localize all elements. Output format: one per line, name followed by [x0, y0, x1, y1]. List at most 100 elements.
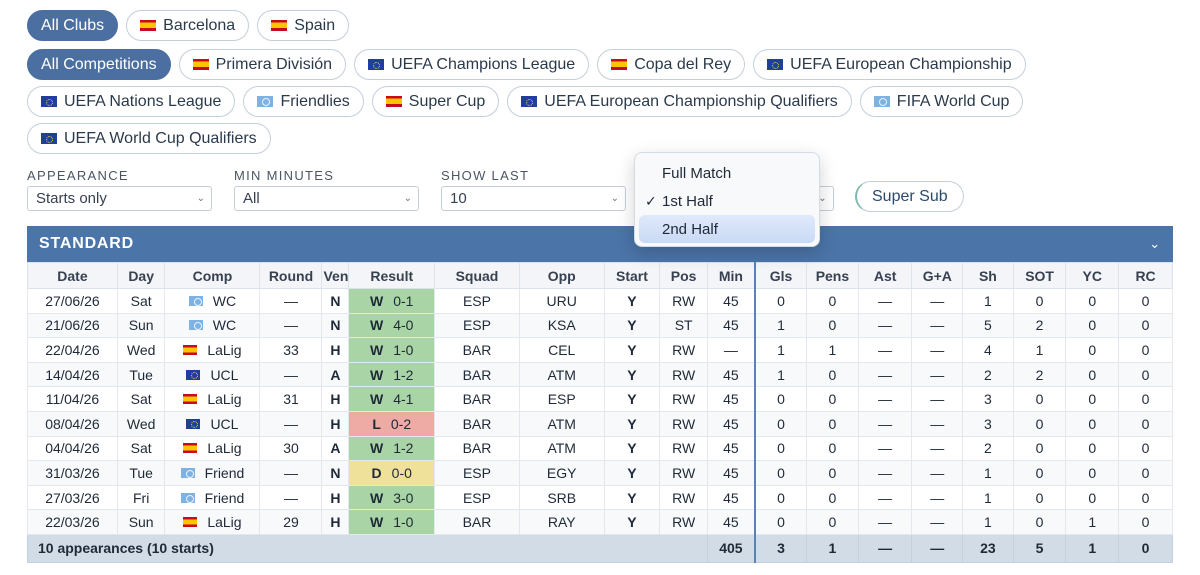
cell-comp[interactable]: Friend — [164, 460, 261, 486]
comp-link[interactable]: WC — [188, 293, 236, 309]
filter-pill-spain[interactable]: Spain — [257, 10, 350, 41]
filter-pill-copa-del-rey[interactable]: Copa del Rey — [597, 49, 746, 80]
result-score: 0-1 — [393, 292, 414, 309]
comp-link[interactable]: Friend — [180, 490, 244, 506]
filter-pill-primera-divisi-n[interactable]: Primera División — [178, 49, 347, 80]
filter-pill-uefa-nations-league[interactable]: UEFA Nations League — [27, 86, 236, 117]
cell-venue: H — [321, 337, 350, 363]
column-header-min[interactable]: Min — [706, 262, 756, 289]
column-header-sot[interactable]: SOT — [1012, 262, 1067, 289]
pill-label: UEFA European Championship — [790, 55, 1012, 73]
competition-filter-row-1: All Competitions Primera División UEFA Cha… — [27, 49, 1026, 80]
cell-result[interactable]: W 1-0 — [348, 509, 436, 535]
filter-pill-fifa-world-cup[interactable]: FIFA World Cup — [859, 86, 1024, 117]
filter-pill-uefa-world-cup-qualifiers[interactable]: UEFA World Cup Qualifiers — [27, 123, 271, 154]
cell-comp[interactable]: UCL — [164, 361, 261, 388]
cell-result[interactable]: W 0-1 — [348, 288, 436, 314]
cell-squad: BAR — [434, 337, 520, 363]
cell-ast: — — [857, 337, 913, 363]
pill-label: Friendlies — [280, 92, 350, 110]
column-header-opp[interactable]: Opp — [518, 262, 605, 289]
filter-pill-super-cup[interactable]: Super Cup — [371, 86, 500, 117]
pill-label: All Competitions — [41, 55, 157, 73]
cell-comp[interactable]: WC — [164, 312, 261, 339]
column-header-date[interactable]: Date — [27, 262, 118, 289]
comp-link[interactable]: LaLig — [183, 440, 242, 456]
column-header-sh[interactable]: Sh — [962, 262, 1014, 289]
column-header-comp[interactable]: Comp — [164, 262, 261, 289]
period-option-2nd-half[interactable]: 2nd Half — [639, 215, 815, 243]
cell-comp[interactable]: LaLig — [164, 386, 261, 412]
comp-link[interactable]: LaLig — [183, 514, 242, 530]
comp-link[interactable]: WC — [188, 317, 236, 333]
column-header-round[interactable]: Round — [259, 262, 323, 289]
cell-comp[interactable]: LaLig — [164, 337, 261, 363]
cell-day: Sun — [116, 509, 166, 535]
column-header-g-plus-a[interactable]: G+A — [911, 262, 964, 289]
comp-link[interactable]: LaLig — [183, 391, 242, 407]
un-flag-icon — [873, 96, 890, 107]
column-header-result[interactable]: Result — [348, 262, 436, 289]
cell-comp[interactable]: LaLig — [164, 435, 261, 462]
column-header-rc[interactable]: RC — [1118, 262, 1173, 289]
chevron-down-icon: ⌄ — [1149, 236, 1161, 251]
cell-comp[interactable]: LaLig — [164, 509, 261, 535]
column-header-ven[interactable]: Ven — [321, 262, 350, 289]
cell-result[interactable]: W 3-0 — [348, 484, 436, 511]
standard-section-header[interactable]: STANDARD ⌄ — [27, 226, 1173, 262]
show-last-select[interactable]: 10 ⌄ — [441, 186, 626, 211]
period-option-1st-half[interactable]: ✓ 1st Half — [635, 187, 819, 215]
filter-pill-uefa-european-championship[interactable]: UEFA European Championship — [753, 49, 1026, 80]
filter-pill-uefa-champions-league[interactable]: UEFA Champions League — [354, 49, 590, 80]
period-select[interactable]: ⌄ — [812, 186, 834, 211]
cell-date: 22/03/26 — [27, 509, 118, 535]
column-header-day[interactable]: Day — [116, 262, 166, 289]
column-header-ast[interactable]: Ast — [857, 262, 913, 289]
cell-result[interactable]: W 1-0 — [348, 337, 436, 363]
total-ast: — — [857, 533, 913, 563]
cell-pens: 0 — [806, 386, 859, 412]
table-row: 22/03/26 Sun LaLig 29 H W 1-0 BAR RAY Y RW 45 0 0— —1 0… — [27, 509, 1173, 535]
column-header-pens[interactable]: Pens — [806, 262, 859, 289]
cell-gls: 0 — [754, 509, 808, 535]
column-header-yc[interactable]: YC — [1065, 262, 1120, 289]
filter-pill-barcelona[interactable]: Barcelona — [126, 10, 250, 41]
super-sub-button[interactable]: Super Sub — [855, 181, 964, 212]
cell-result[interactable]: W 4-1 — [348, 386, 436, 412]
comp-link[interactable]: UCL — [186, 416, 238, 432]
cell-date: 11/04/26 — [27, 386, 118, 412]
filter-pill-all-clubs[interactable]: All Clubs — [27, 10, 119, 41]
spain-flag-icon — [140, 20, 157, 31]
cell-rc: 0 — [1118, 460, 1173, 486]
cell-result[interactable]: D 0-0 — [348, 460, 436, 486]
cell-comp[interactable]: UCL — [164, 410, 261, 437]
result-outcome: W — [370, 440, 384, 457]
cell-opponent: URU — [518, 288, 605, 314]
result-outcome: W — [370, 341, 384, 358]
comp-link[interactable]: LaLig — [183, 342, 242, 358]
eu-flag-icon — [41, 96, 57, 107]
comp-link[interactable]: Friend — [180, 465, 244, 481]
cell-result[interactable]: W 4-0 — [348, 312, 436, 339]
period-option-full-match[interactable]: Full Match — [635, 159, 819, 187]
filter-pill-all-competitions[interactable]: All Competitions — [27, 49, 171, 80]
column-header-start[interactable]: Start — [603, 262, 661, 289]
spain-flag-icon — [183, 344, 198, 355]
min-minutes-select[interactable]: All ⌄ — [234, 186, 419, 211]
column-header-pos[interactable]: Pos — [659, 262, 708, 289]
column-header-squad[interactable]: Squad — [434, 262, 520, 289]
column-header-gls[interactable]: Gls — [754, 262, 808, 289]
appearance-select[interactable]: Starts only ⌄ — [27, 186, 212, 211]
cell-squad: ESP — [434, 312, 520, 339]
filter-pill-friendlies[interactable]: Friendlies — [243, 86, 364, 117]
cell-day: Sat — [116, 435, 166, 462]
cell-comp[interactable]: Friend — [164, 484, 261, 511]
filter-pill-uefa-european-championship-qualifiers[interactable]: UEFA European Championship Qualifiers — [507, 86, 852, 117]
cell-result[interactable]: W 1-2 — [348, 435, 436, 462]
cell-comp[interactable]: WC — [164, 288, 261, 314]
comp-link[interactable]: UCL — [186, 367, 238, 383]
cell-result[interactable]: L 0-2 — [348, 410, 436, 437]
cell-ast: — — [857, 361, 913, 388]
cell-result[interactable]: W 1-2 — [348, 361, 436, 388]
cell-venue: N — [321, 288, 350, 314]
